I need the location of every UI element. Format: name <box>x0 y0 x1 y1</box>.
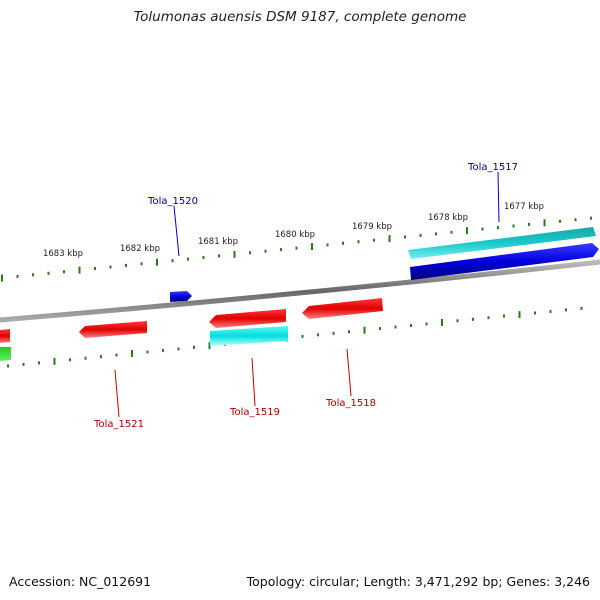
gene-tola-1521-feature[interactable] <box>79 321 147 338</box>
genome-title: Tolumonas auensis DSM 9187, complete gen… <box>133 9 467 25</box>
tick-label: 1682 kbp <box>120 244 160 254</box>
callout-line <box>497 171 500 223</box>
tick-label: 1683 kbp <box>43 249 83 259</box>
gene-tola-1520-feature[interactable] <box>170 291 192 302</box>
gene-label-tola-1521[interactable]: Tola_1521 <box>93 419 144 430</box>
gene-label-tola-1520[interactable]: Tola_1520 <box>147 196 198 207</box>
genome-backbone <box>0 259 600 323</box>
gene-label-tola-1517[interactable]: Tola_1517 <box>467 162 518 173</box>
callout-line <box>251 357 256 407</box>
accession-text: Accession: NC_012691 <box>9 574 152 589</box>
partial-feature-left[interactable] <box>0 329 11 361</box>
callout-line <box>114 369 120 418</box>
tick-label: 1680 kbp <box>275 230 315 240</box>
tick-label: 1679 kbp <box>352 222 392 232</box>
callout-line <box>346 348 352 397</box>
tick-label: 1678 kbp <box>428 213 468 223</box>
tick-label: 1677 kbp <box>504 202 544 212</box>
reverse-ruler <box>7 306 583 368</box>
gene-label-tola-1518[interactable]: Tola_1518 <box>325 398 376 409</box>
callout-line <box>173 205 180 257</box>
gene-tola-1517-feature[interactable] <box>408 227 599 280</box>
gene-tola-1518-feature[interactable] <box>302 298 383 319</box>
genome-summary-text: Topology: circular; Length: 3,471,292 bp… <box>246 574 590 589</box>
forward-ruler <box>1 216 592 282</box>
gene-tola-1519-feature[interactable] <box>209 309 288 346</box>
gene-label-tola-1519[interactable]: Tola_1519 <box>229 407 280 418</box>
tick-label: 1681 kbp <box>198 237 238 247</box>
